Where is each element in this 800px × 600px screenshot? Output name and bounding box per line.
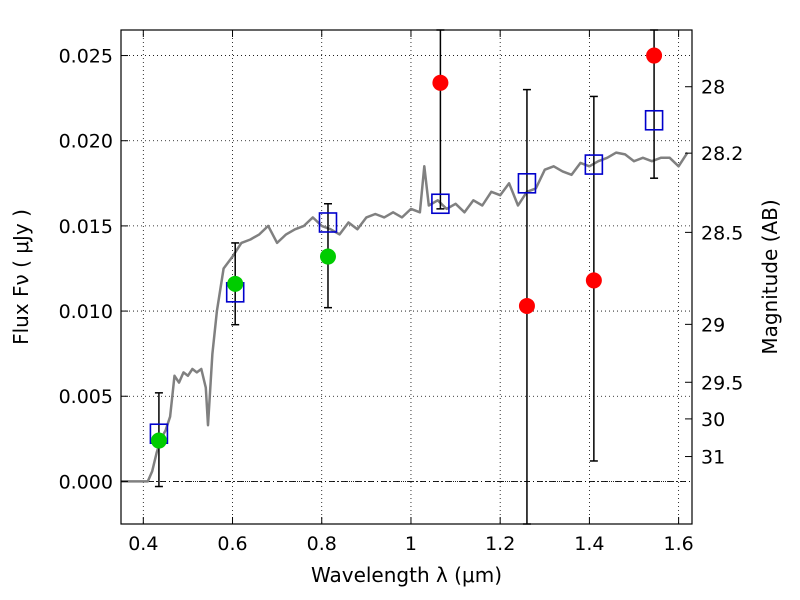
observed-point-green xyxy=(227,275,244,292)
x-axis: 0.4 0.6 0.8 1 1.2 1.4 1.6 xyxy=(128,30,694,555)
y-axis: 0.000 0.005 0.010 0.015 0.020 0.025 xyxy=(59,46,128,493)
x-axis-label: Wavelength λ (μm) xyxy=(311,563,502,587)
model-photometry-square xyxy=(644,109,664,131)
observed-point-green xyxy=(150,432,167,449)
observed-point-green xyxy=(319,248,336,265)
y-tick-label: 0.020 xyxy=(59,131,113,153)
y2-tick-label: 31 xyxy=(701,447,725,469)
y-tick-label: 0.010 xyxy=(59,301,113,323)
y-axis-label: Flux Fν ( μJy ) xyxy=(9,209,33,345)
y-tick-label: 0.025 xyxy=(59,46,113,68)
observed-point-red xyxy=(646,47,663,64)
x-tick-label: 1 xyxy=(405,533,417,555)
y2-axis-label: Magnitude (AB) xyxy=(758,199,782,354)
observed-point-red xyxy=(585,272,602,289)
y-tick-label: 0.000 xyxy=(59,471,113,493)
y2-tick-label: 29 xyxy=(701,314,725,336)
model-spectrum-line xyxy=(121,151,689,483)
x-tick-label: 0.6 xyxy=(217,533,247,555)
observed-point-red xyxy=(432,74,449,91)
plot-area xyxy=(121,29,689,525)
y2-tick-label: 28.2 xyxy=(701,143,743,165)
y2-tick-label: 30 xyxy=(701,409,725,431)
model-photometry-square xyxy=(584,154,604,175)
model-photometry-square xyxy=(318,212,338,233)
y-tick-label: 0.005 xyxy=(59,386,113,408)
y-tick-label: 0.015 xyxy=(59,216,113,238)
x-tick-label: 0.8 xyxy=(307,533,337,555)
y2-tick-label: 28 xyxy=(701,77,725,99)
x-tick-label: 1.6 xyxy=(664,533,694,555)
model-photometry-square xyxy=(431,193,450,215)
x-tick-label: 0.4 xyxy=(128,533,158,555)
observed-point-red xyxy=(518,297,535,314)
y2-tick-label: 28.5 xyxy=(701,222,743,244)
y2-tick-label: 29.5 xyxy=(701,372,743,394)
y2-axis: 28 28.2 28.5 29 29.5 30 31 xyxy=(685,77,743,469)
plot-frame xyxy=(120,29,693,525)
x-tick-label: 1.2 xyxy=(485,533,515,555)
x-tick-label: 1.4 xyxy=(574,533,604,555)
model-photometry-square xyxy=(517,173,537,194)
